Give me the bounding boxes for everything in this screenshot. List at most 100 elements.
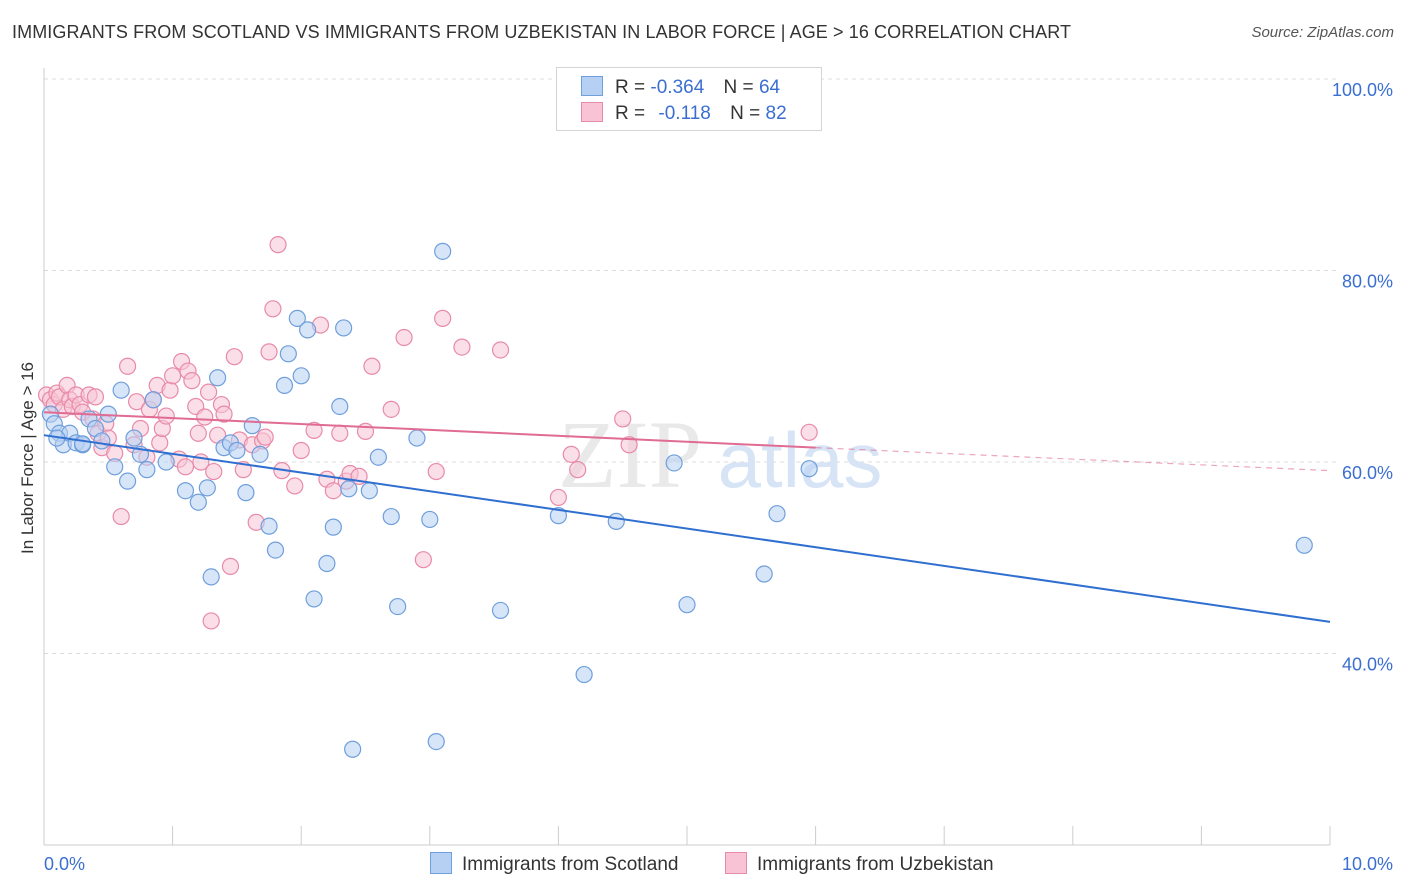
scotland-point [118, 472, 137, 490]
scotland-point [549, 507, 568, 525]
scotland-point [344, 740, 362, 758]
legend-swatch-uzbekistan [581, 102, 603, 122]
x-tick-label: 0.0% [44, 854, 85, 874]
scotland-point [665, 454, 683, 472]
legend-row-uzbekistan: R = -0.118 N = 82 [581, 102, 787, 124]
scotland-point [434, 242, 452, 260]
uzbekistan-point [215, 405, 233, 423]
uzbekistan-point [569, 461, 587, 479]
uzbekistan-point [269, 236, 287, 254]
y-tick-label: 40.0% [1342, 655, 1393, 675]
scotland-point [607, 512, 625, 530]
x-tick-label: 10.0% [1342, 854, 1393, 874]
uzbekistan-point [363, 357, 381, 375]
uzbekistan-point [382, 400, 400, 418]
scotland-point [279, 345, 297, 363]
uzbekistan-point [434, 309, 452, 327]
scotland-point [266, 541, 285, 559]
scotland-point [755, 565, 773, 583]
scotland-point [157, 453, 175, 471]
scotland-point [575, 665, 593, 684]
scotland-points [41, 242, 1313, 758]
uzbekistan-points [37, 236, 818, 630]
uzbekistan-point [205, 462, 223, 481]
uzbekistan-point [151, 434, 169, 452]
uzbekistan-point [164, 367, 182, 385]
trend-lines [43, 411, 1331, 623]
tick-labels: 100.0% 80.0% 60.0% 40.0% 0.0% 10.0% [44, 80, 1393, 874]
uzbekistan-point [127, 393, 146, 411]
legend-r-value-uzbekistan: -0.118 [658, 103, 711, 124]
scotland-point [288, 309, 306, 327]
bottom-legend-label-uzbekistan: Immigrants from Uzbekistan [757, 854, 994, 875]
scotland-point [228, 441, 246, 460]
y-axis-label: In Labor Force | Age > 16 [18, 361, 37, 555]
uzbekistan-point [157, 407, 175, 425]
scotland-point [340, 480, 358, 498]
uzbekistan-point [189, 424, 207, 442]
legend-r-label: R = [615, 77, 646, 98]
uzbekistan-point [183, 372, 201, 390]
scotland-point [324, 518, 342, 536]
scotland-trend-line [43, 434, 1331, 623]
source-label: Source: ZipAtlas.com [1251, 24, 1394, 41]
scotland-point [369, 448, 387, 466]
scotland-point [421, 510, 439, 529]
uzbekistan-point [176, 458, 195, 476]
legend-r-label: R = [615, 103, 646, 124]
uzbekistan-point [221, 557, 240, 575]
bottom-legend-uzbekistan[interactable]: Immigrants from Uzbekistan [725, 852, 994, 876]
legend-r-value-scotland: -0.364 [650, 77, 705, 98]
y-tick-label: 60.0% [1342, 463, 1393, 483]
scotland-point [318, 554, 336, 573]
uzbekistan-point [414, 551, 432, 569]
scotland-point [237, 484, 255, 502]
chart-title: IMMIGRANTS FROM SCOTLAND VS IMMIGRANTS F… [12, 22, 1072, 42]
uzbekistan-point [491, 341, 510, 359]
scotland-point [243, 417, 261, 435]
uzbekistan-point [200, 383, 218, 401]
bottom-legend-scotland[interactable]: Immigrants from Scotland [430, 852, 678, 876]
watermark-atlas: atlas [718, 416, 883, 504]
uzbekistan-point [256, 428, 274, 446]
scotland-point [202, 568, 220, 586]
scotland-point [176, 482, 195, 500]
y-tick-label: 100.0% [1332, 80, 1393, 100]
scotland-point [292, 367, 310, 385]
scotland-point [389, 597, 407, 616]
bottom-legend-swatch-scotland [430, 852, 452, 874]
scotland-point [678, 596, 696, 614]
scotland-point [112, 381, 130, 399]
legend-swatch-scotland [581, 76, 603, 96]
bottom-legend-swatch-uzbekistan [725, 852, 747, 874]
legend-n-label: N = [730, 103, 761, 124]
legend-row-scotland: R = -0.364 N = 64 [581, 76, 780, 98]
uzbekistan-point [118, 357, 137, 375]
scotland-point [335, 319, 353, 337]
uzbekistan-point [264, 300, 282, 318]
scotland-point [209, 369, 227, 387]
uzbekistan-point [395, 328, 413, 347]
scotland-point [408, 429, 426, 447]
uzbekistan-point [562, 445, 580, 463]
uzbekistan-point [260, 343, 278, 361]
legend-n-value-uzbekistan: 82 [765, 103, 787, 124]
uzbekistan-point [800, 423, 818, 441]
uzbekistan-point [331, 424, 349, 442]
uzbekistan-point [305, 421, 323, 440]
bottom-legend-label-scotland: Immigrants from Scotland [462, 854, 679, 875]
legend-n-label: N = [723, 77, 754, 98]
uzbekistan-point [286, 477, 304, 495]
uzbekistan-point [86, 388, 105, 406]
watermark: ZIP atlas [558, 401, 882, 508]
scotland-point [260, 517, 278, 535]
uzbekistan-point [112, 507, 130, 526]
scotland-point [251, 445, 269, 463]
uzbekistan-trend-extension [815, 447, 1331, 472]
uzbekistan-point [196, 408, 214, 426]
uzbekistan-point [453, 338, 471, 356]
scotland-point [125, 429, 143, 447]
uzbekistan-point [614, 410, 632, 428]
scotland-point [144, 391, 162, 409]
